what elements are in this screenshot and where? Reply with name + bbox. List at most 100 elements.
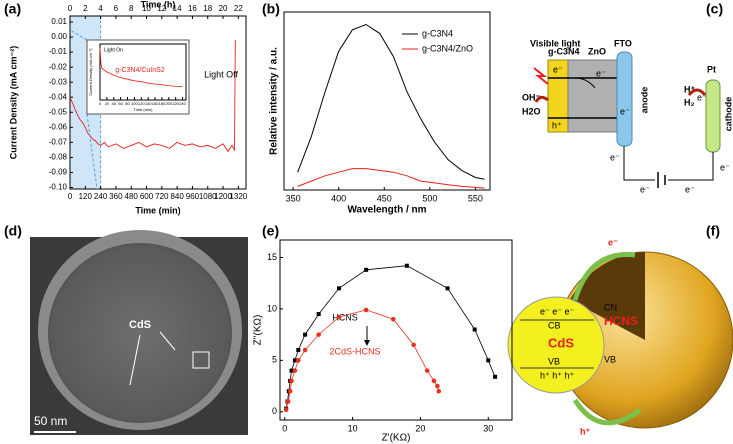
x-tick-label: 0 (282, 423, 287, 433)
x-tick-label: 450 (377, 193, 392, 203)
label: FTO (614, 38, 632, 48)
label: g-C3N4 (548, 46, 580, 56)
y-tick-label: -0.06 (49, 122, 68, 131)
annotation: Light Off (204, 69, 238, 79)
line (99, 47, 183, 87)
marker (292, 358, 297, 363)
x2-tick-label: 18 (203, 4, 212, 13)
panel-label: (e) (262, 223, 279, 239)
y-tick-label: -0.10 (49, 183, 68, 192)
x-tick-label: 600 (140, 192, 154, 201)
x-axis-label: Z'(KΩ) (382, 433, 411, 444)
line (297, 168, 485, 189)
marker (287, 388, 293, 394)
marker (337, 286, 342, 291)
panel-label: (a) (4, 1, 21, 17)
label: h⁺ (580, 426, 590, 436)
panel-label: (d) (4, 223, 22, 239)
label: H2O (522, 106, 541, 116)
y-tick-label: 5 (272, 355, 277, 365)
panel-label: (c) (706, 1, 723, 17)
x-tick-label: 480 (125, 192, 139, 201)
cutaway (570, 252, 645, 340)
label: e⁻ (720, 162, 730, 172)
marker (296, 358, 301, 363)
marker (431, 378, 437, 384)
connector (285, 309, 440, 410)
label: H₂ (684, 97, 695, 107)
label: e⁻ (596, 68, 606, 78)
x-tick-label: 80 (125, 101, 130, 106)
x-tick-label: 160 (152, 101, 159, 106)
annotation: Light On (104, 47, 123, 53)
x2-tick-label: 20 (219, 4, 228, 13)
marker (302, 347, 308, 353)
y-axis-label: Current Density (mA cm⁻²) (88, 48, 93, 96)
label: CdS (129, 319, 151, 331)
cathode-electrode (705, 79, 721, 153)
x-tick-label: 100 (131, 101, 138, 106)
x-tick-label: 1320 (229, 192, 247, 201)
x-tick-label: 30 (483, 423, 493, 433)
x-tick-label: 140 (145, 101, 152, 106)
y-tick-label: 15 (267, 252, 277, 262)
diagram-c: Visible light g-C3N4 ZnO FTO Pt OH⁻ H2O … (522, 38, 733, 194)
label: e⁻ (553, 64, 563, 74)
image-d: CdS 50 nm (30, 230, 248, 435)
marker (472, 327, 477, 332)
arrow (572, 252, 636, 301)
marker (316, 312, 321, 317)
x-tick-label: 240 (179, 101, 186, 106)
label: e⁻ (697, 92, 707, 102)
y-tick-label: -0.03 (49, 77, 68, 86)
x-tick-label: 960 (186, 192, 200, 201)
marker (303, 332, 308, 337)
plot-frame (69, 15, 247, 190)
inset-background (86, 39, 190, 115)
zno-layer (567, 59, 621, 133)
label: HCNS (604, 314, 638, 328)
x-tick-label: 180 (159, 101, 166, 106)
wire (623, 146, 655, 181)
marker (435, 383, 440, 389)
series-label: 2CdS-HCNS (329, 346, 380, 356)
line (69, 39, 237, 153)
zoom-guide (86, 113, 98, 190)
x2-tick-label: 14 (173, 4, 182, 13)
marker (445, 286, 450, 291)
x-tick-label: 40 (112, 101, 117, 106)
x-tick-label: 840 (170, 192, 184, 201)
x-tick-label: 1200 (214, 192, 232, 201)
x-tick-label: 720 (155, 192, 169, 201)
x-tick-label: 20 (415, 423, 425, 433)
x-tick-label: 0 (99, 101, 102, 106)
label: OH⁻ (522, 92, 541, 102)
label: h⁺ h⁺ h⁺ (540, 370, 575, 380)
marker (289, 378, 294, 384)
x-axis-label: Time (min) (134, 107, 154, 112)
arrow (687, 88, 707, 96)
label: e⁻ (610, 152, 620, 162)
x-tick-label: 120 (138, 101, 145, 106)
marker (493, 374, 498, 379)
marker (390, 316, 396, 322)
cds-sphere (507, 296, 605, 394)
diagram-f: e⁻ h⁺ e⁻ e⁻ e⁻ CB VB h⁺ h⁺ h⁺ CdS HCNS C… (507, 237, 733, 436)
series-label: g-C3N4/CuInS2 (115, 67, 165, 74)
y-axis-label: Z''(KΩ) (253, 315, 264, 346)
x-tick-label: 120 (79, 192, 93, 201)
connector (285, 265, 496, 409)
wire (668, 152, 714, 181)
marker (336, 314, 342, 320)
x-tick-label: 550 (468, 193, 483, 203)
panel-label: (b) (262, 1, 280, 17)
x-tick-label: 20 (105, 101, 110, 106)
series-label: HCNS (332, 312, 358, 322)
x-axis-label: Wavelength / nm (347, 205, 426, 216)
label: Pt (707, 64, 716, 74)
y-axis-label: Current Density (mA cm⁻²) (8, 46, 18, 159)
marker (363, 307, 369, 313)
label: cathode (723, 97, 733, 132)
label: e⁻ (608, 237, 618, 247)
